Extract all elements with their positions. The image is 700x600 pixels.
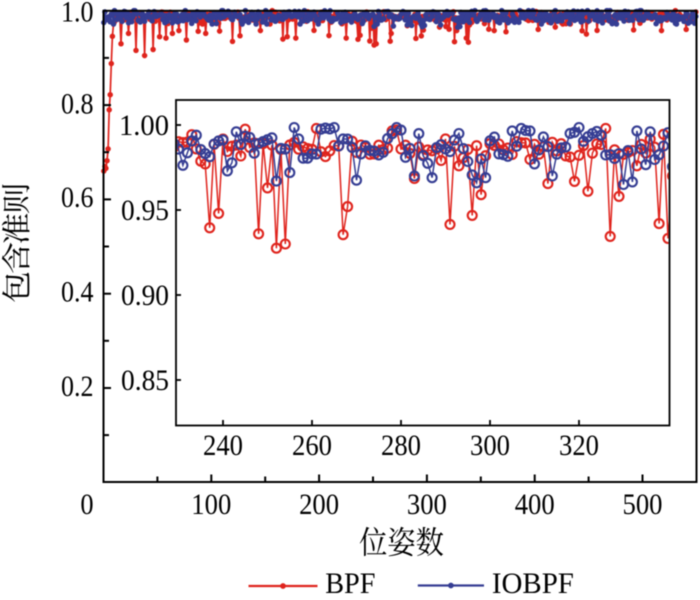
svg-text:400: 400 xyxy=(515,488,555,521)
svg-text:1.00: 1.00 xyxy=(119,109,169,142)
svg-text:300: 300 xyxy=(407,488,447,521)
svg-text:320: 320 xyxy=(559,429,599,462)
svg-text:100: 100 xyxy=(191,488,231,521)
svg-text:500: 500 xyxy=(623,488,663,521)
svg-text:0.90: 0.90 xyxy=(121,279,169,312)
svg-text:1.0: 1.0 xyxy=(61,0,94,29)
svg-text:IOBPF: IOBPF xyxy=(492,567,574,595)
svg-text:BPF: BPF xyxy=(325,567,375,595)
svg-text:0.95: 0.95 xyxy=(121,194,169,227)
svg-text:0.2: 0.2 xyxy=(61,370,94,403)
svg-text:300: 300 xyxy=(470,429,510,462)
svg-text:0.6: 0.6 xyxy=(61,181,94,214)
svg-text:240: 240 xyxy=(203,429,243,462)
svg-text:0.4: 0.4 xyxy=(61,276,94,309)
svg-text:0.8: 0.8 xyxy=(61,87,94,120)
svg-text:280: 280 xyxy=(381,429,421,462)
svg-text:0.85: 0.85 xyxy=(121,364,169,397)
svg-text:0: 0 xyxy=(80,488,93,521)
svg-text:200: 200 xyxy=(299,488,339,521)
svg-text:260: 260 xyxy=(292,429,332,462)
